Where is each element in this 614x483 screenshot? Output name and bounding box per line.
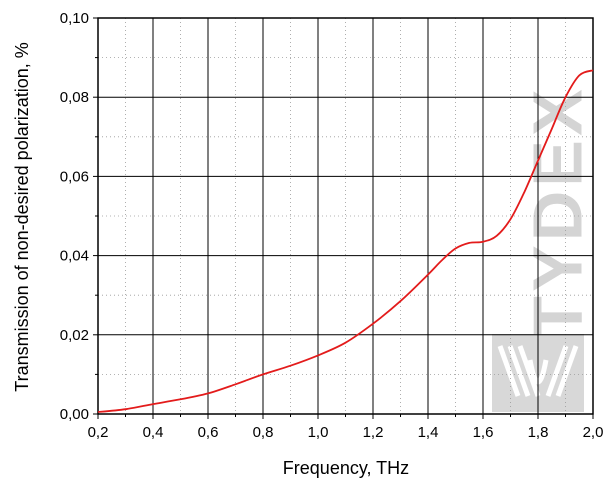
y-tick-label: 0,00: [60, 406, 89, 423]
y-tick-label: 0,02: [60, 327, 89, 344]
x-tick-label: 1,4: [418, 424, 439, 441]
y-tick-label: 0,10: [60, 10, 89, 27]
y-tick-label: 0,04: [60, 248, 89, 265]
series-line-0: [97, 69, 594, 413]
y-tick-label: 0,08: [60, 89, 89, 106]
x-tick-label: 2,0: [583, 424, 604, 441]
y-axis: 0,00 0,02 0,04 0,06 0,08 0,10: [60, 10, 98, 423]
y-tick-label: 0,06: [60, 168, 89, 185]
x-tick-label: 0,2: [88, 424, 109, 441]
x-tick-label: 1,8: [528, 424, 549, 441]
x-tick-label: 1,2: [363, 424, 384, 441]
x-tick-label: 1,6: [473, 424, 494, 441]
x-tick-label: 0,8: [253, 424, 274, 441]
x-axis-label: Frequency, THz: [283, 458, 409, 478]
x-axis: 0,2 0,4 0,6 0,8 1,0 1,2 1,4 1,6 1,8 2,0: [88, 414, 604, 441]
y-axis-label: Transmission of non-desired polarization…: [12, 42, 32, 392]
x-tick-label: 1,0: [308, 424, 329, 441]
x-tick-label: 0,4: [143, 424, 164, 441]
x-tick-label: 0,6: [198, 424, 219, 441]
watermark-text: TYDEX: [518, 85, 596, 338]
watermark: TYDEX: [492, 85, 596, 412]
series-layer: [97, 69, 594, 413]
